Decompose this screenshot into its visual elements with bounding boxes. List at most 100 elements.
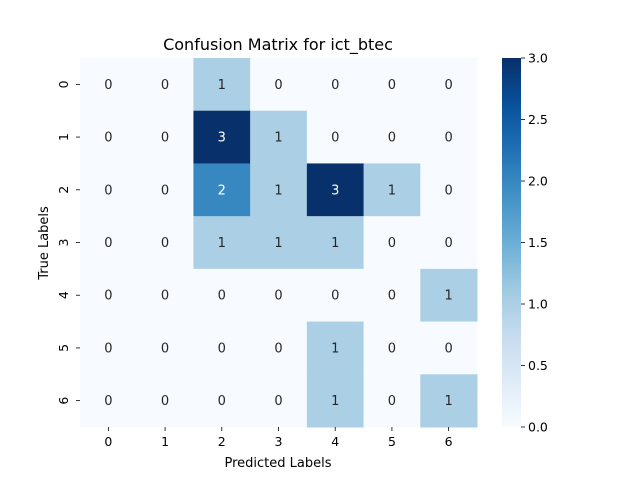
colorbar-tick-label: 1.0 <box>528 297 548 312</box>
heatmap-cell <box>420 216 478 270</box>
chart-title: Confusion Matrix for ict_btec <box>163 35 393 55</box>
heatmap-cell <box>420 110 478 164</box>
heatmap-cell <box>136 110 194 164</box>
heatmap-cell <box>193 374 251 428</box>
y-tick-label: 3 <box>56 239 71 247</box>
heatmap-cell <box>136 268 194 323</box>
cell-value-label: 3 <box>331 183 339 198</box>
cell-value-label: 0 <box>331 78 339 93</box>
colorbar-tick-label: 2.0 <box>528 174 548 189</box>
cell-value-label: 0 <box>161 78 169 93</box>
cell-value-label: 0 <box>104 341 112 356</box>
heatmap-cell <box>193 110 251 164</box>
cell-value-label: 0 <box>161 183 169 198</box>
y-axis-ticks: 0 1 2 3 4 5 6 <box>56 80 80 405</box>
heatmap-cell <box>80 321 138 375</box>
heatmap-cell <box>250 163 308 217</box>
cell-value-label: 1 <box>331 394 339 409</box>
cell-value-label: 0 <box>218 341 226 356</box>
cell-value-label: 0 <box>161 131 169 146</box>
cell-value-label: 0 <box>388 131 396 146</box>
cell-value-label: 1 <box>274 131 282 146</box>
colorbar-tick-label: 0.0 <box>528 420 548 435</box>
cell-value-label: 0 <box>388 341 396 356</box>
cell-value-label: 1 <box>218 236 226 251</box>
heatmap-cell <box>193 58 251 112</box>
x-tick-label: 4 <box>331 434 339 449</box>
cell-value-label: 0 <box>161 341 169 356</box>
y-tick-label: 6 <box>56 397 71 405</box>
heatmap-cell <box>420 321 478 375</box>
heatmap-cell <box>420 374 478 428</box>
heatmap-cell <box>250 374 308 428</box>
x-tick-label: 5 <box>388 434 396 449</box>
cell-value-label: 0 <box>104 78 112 93</box>
heatmap-cell <box>306 58 365 112</box>
heatmap-cell <box>80 374 138 428</box>
x-tick-label: 2 <box>218 434 226 449</box>
x-tick-label: 3 <box>275 434 283 449</box>
cell-value-label: 0 <box>444 341 452 356</box>
colorbar <box>502 58 521 427</box>
cell-value-label: 0 <box>388 289 396 304</box>
heatmap-cell <box>306 110 365 164</box>
cell-value-label: 0 <box>161 394 169 409</box>
heatmap-cell <box>250 110 308 164</box>
heatmap-cell <box>250 268 308 323</box>
cell-value-label: 0 <box>104 289 112 304</box>
cell-value-label: 1 <box>444 289 452 304</box>
y-tick-label: 4 <box>56 291 71 299</box>
y-tick-label: 0 <box>56 80 71 88</box>
colorbar-ticks: 0.0 0.5 1.0 1.5 2.0 2.5 3.0 <box>521 51 548 435</box>
y-tick-label: 5 <box>56 344 71 352</box>
heatmap-cell <box>363 374 421 428</box>
heatmap-cell <box>80 110 138 164</box>
colorbar-tick-label: 0.5 <box>528 358 548 373</box>
cell-value-label: 0 <box>274 394 282 409</box>
heatmap-cell <box>306 321 365 375</box>
heatmap-cell <box>193 163 251 217</box>
cell-value-label: 0 <box>218 289 226 304</box>
heatmap-cell <box>80 58 138 112</box>
cell-value-label: 1 <box>444 394 452 409</box>
heatmap-cell <box>306 374 365 428</box>
heatmap-cell <box>306 163 365 217</box>
x-tick-label: 1 <box>161 434 169 449</box>
cell-value-label: 0 <box>274 289 282 304</box>
heatmap-cell <box>250 216 308 270</box>
cell-value-label: 1 <box>331 236 339 251</box>
heatmap-cell <box>136 163 194 217</box>
cell-value-label: 0 <box>104 131 112 146</box>
heatmap-cell <box>420 58 478 112</box>
cell-value-label: 3 <box>218 131 226 146</box>
colorbar-tick-label: 2.5 <box>528 112 548 127</box>
x-tick-label: 0 <box>104 434 112 449</box>
cell-value-label: 0 <box>444 78 452 93</box>
cell-value-label: 1 <box>388 183 396 198</box>
y-axis-label: True Labels <box>37 206 52 281</box>
heatmap-cell <box>80 163 138 217</box>
cell-value-label: 0 <box>161 236 169 251</box>
heatmap-cell <box>136 216 194 270</box>
cell-value-label: 1 <box>274 183 282 198</box>
x-axis-label: Predicted Labels <box>224 456 331 471</box>
heatmap-cell <box>306 268 365 323</box>
cell-value-label: 0 <box>331 131 339 146</box>
cell-value-label: 0 <box>388 236 396 251</box>
cell-value-label: 0 <box>331 289 339 304</box>
cell-value-label: 2 <box>218 183 226 198</box>
cell-value-label: 0 <box>388 394 396 409</box>
heatmap-cell <box>306 216 365 270</box>
cell-value-label: 0 <box>104 183 112 198</box>
cell-value-label: 0 <box>274 341 282 356</box>
heatmap-cell <box>80 268 138 323</box>
cell-value-label: 0 <box>444 183 452 198</box>
heatmap-cell <box>363 163 421 217</box>
heatmap-cell <box>420 268 478 323</box>
heatmap-cell <box>193 216 251 270</box>
colorbar-tick-label: 1.5 <box>528 235 548 250</box>
cell-value-label: 0 <box>104 394 112 409</box>
cell-value-label: 0 <box>218 394 226 409</box>
cell-value-label: 0 <box>444 236 452 251</box>
